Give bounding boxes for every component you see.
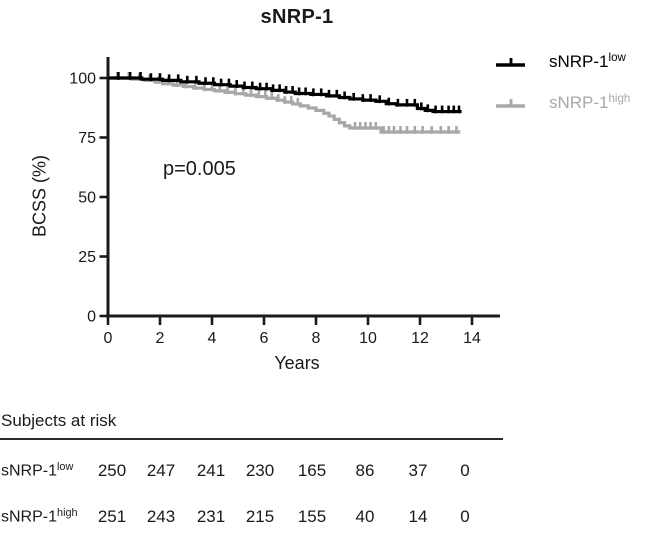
risk-count: 251 bbox=[97, 507, 127, 526]
risk-count: 155 bbox=[297, 507, 327, 526]
legend-item-snrp1-low: sNRP-1low bbox=[494, 50, 630, 74]
x-tick-label: 6 bbox=[260, 330, 269, 347]
x-tick-label: 12 bbox=[411, 330, 429, 347]
y-tick-label: 25 bbox=[78, 249, 96, 266]
legend-label: sNRP-1low bbox=[549, 52, 626, 71]
risk-count: 86 bbox=[355, 461, 375, 480]
risk-row-label: sNRP-1high bbox=[1, 507, 78, 526]
risk-count: 215 bbox=[245, 507, 275, 526]
x-axis-label: Years bbox=[274, 353, 320, 373]
x-tick-label: 2 bbox=[156, 330, 165, 347]
x-tick-label: 14 bbox=[463, 330, 481, 347]
divider-line bbox=[0, 438, 503, 440]
risk-count: 0 bbox=[460, 507, 470, 526]
km-plot-canvas: 0 2 4 6 8 10 12 14 0 25 50 75 100 bbox=[69, 57, 500, 347]
risk-row-label: sNRP-1low bbox=[1, 461, 74, 480]
risk-row-snrp1-low: sNRP-1low 250 247 241 230 165 86 37 0 bbox=[0, 461, 520, 481]
y-tick-label: 100 bbox=[69, 71, 96, 88]
x-tick-label: 10 bbox=[359, 330, 377, 347]
risk-count: 14 bbox=[408, 507, 428, 526]
legend-line-icon bbox=[496, 99, 525, 108]
risk-count: 250 bbox=[97, 461, 127, 480]
series-low bbox=[108, 72, 462, 114]
risk-count: 0 bbox=[460, 461, 470, 480]
legend-label: sNRP-1high bbox=[549, 93, 631, 112]
p-value-annotation: p=0.005 bbox=[163, 158, 236, 180]
chart-title: sNRP-1 bbox=[260, 6, 334, 28]
y-axis-label: BCSS (%) bbox=[29, 154, 50, 238]
x-tick-label: 0 bbox=[104, 330, 113, 347]
risk-count: 230 bbox=[245, 461, 275, 480]
risk-count: 40 bbox=[355, 507, 375, 526]
risk-count: 247 bbox=[146, 461, 176, 480]
risk-count: 37 bbox=[408, 461, 428, 480]
legend-item-snrp1-high: sNRP-1high bbox=[494, 91, 630, 115]
y-tick-label: 50 bbox=[78, 190, 96, 207]
risk-table-title: Subjects at risk bbox=[1, 411, 117, 430]
risk-count: 165 bbox=[297, 461, 327, 480]
risk-count: 241 bbox=[196, 461, 226, 480]
y-tick-label: 0 bbox=[87, 309, 96, 326]
axes: 0 2 4 6 8 10 12 14 0 25 50 75 100 bbox=[69, 57, 500, 347]
x-tick-label: 4 bbox=[208, 330, 217, 347]
legend: sNRP-1low sNRP-1high bbox=[494, 50, 630, 115]
series-high bbox=[108, 72, 461, 134]
y-tick-label: 75 bbox=[78, 130, 96, 147]
legend-line-icon bbox=[496, 58, 525, 67]
x-tick-label: 8 bbox=[312, 330, 321, 347]
risk-row-snrp1-high: sNRP-1high 251 243 231 215 155 40 14 0 bbox=[0, 507, 520, 527]
survival-curve-high bbox=[108, 76, 461, 134]
risk-count: 231 bbox=[196, 507, 226, 526]
risk-count: 243 bbox=[146, 507, 176, 526]
